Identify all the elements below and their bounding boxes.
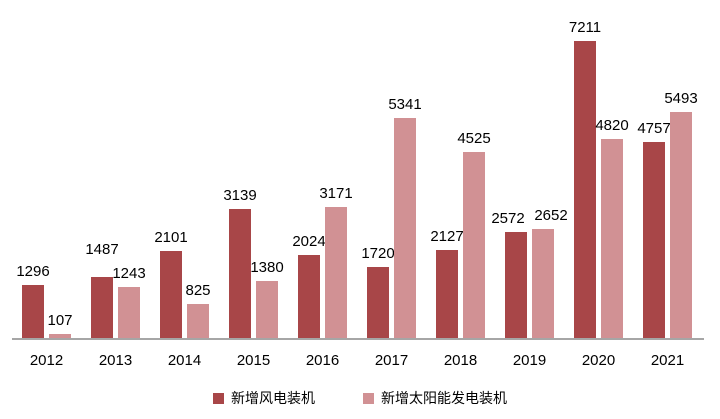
x-axis-label-2020: 2020 <box>581 352 616 369</box>
value-label-wind-2018: 2127 <box>430 228 464 246</box>
bar-wind-2019 <box>505 232 527 338</box>
legend-label-solar: 新增太阳能发电装机 <box>381 390 507 406</box>
value-label-solar-2013: 1243 <box>112 264 146 282</box>
bar-wind-2013 <box>91 276 113 338</box>
x-axis-label-2016: 2016 <box>305 352 340 369</box>
value-label-solar-2019: 2652 <box>534 206 568 224</box>
bar-solar-2021 <box>670 111 692 338</box>
legend-swatch-solar <box>363 392 374 404</box>
x-axis-label-2017: 2017 <box>374 352 409 369</box>
x-axis-label-2018: 2018 <box>443 352 478 369</box>
bar-solar-2013 <box>118 286 140 338</box>
x-axis-label-2021: 2021 <box>650 352 685 369</box>
bar-solar-2016 <box>325 207 347 338</box>
x-axis-label-2014: 2014 <box>167 352 202 369</box>
value-label-solar-2017: 5341 <box>388 96 422 114</box>
legend-item-solar: 新增太阳能发电装机 <box>363 388 507 408</box>
bar-wind-2016 <box>298 254 320 338</box>
bar-solar-2015 <box>256 281 278 338</box>
value-label-wind-2019: 2572 <box>491 210 525 228</box>
bar-wind-2012 <box>22 284 44 338</box>
bar-wind-2015 <box>229 208 251 338</box>
value-label-wind-2020: 7211 <box>568 19 602 36</box>
bar-wind-2014 <box>160 251 182 338</box>
legend-label-wind: 新增风电装机 <box>231 390 315 406</box>
value-label-solar-2012: 107 <box>47 311 73 329</box>
bar-solar-2019 <box>532 228 554 338</box>
bar-wind-2017 <box>367 267 389 338</box>
bar-solar-2012 <box>49 333 71 338</box>
legend-item-wind: 新增风电装机 <box>213 388 315 408</box>
value-label-wind-2015: 3139 <box>223 186 257 204</box>
bar-solar-2014 <box>187 304 209 338</box>
bar-solar-2017 <box>394 118 416 338</box>
value-label-solar-2014: 825 <box>185 282 211 300</box>
legend: 新增风电装机 新增太阳能发电装机 <box>0 388 720 408</box>
value-label-wind-2017: 1720 <box>361 245 395 263</box>
legend-swatch-wind <box>213 392 224 404</box>
value-label-wind-2013: 1487 <box>85 240 119 258</box>
value-label-solar-2016: 3171 <box>319 185 353 203</box>
value-label-solar-2018: 4525 <box>457 129 491 147</box>
value-label-wind-2021: 4757 <box>637 120 671 138</box>
bar-wind-2021 <box>643 142 665 338</box>
value-label-solar-2021: 5493 <box>664 89 698 107</box>
x-axis-label-2012: 2012 <box>29 352 64 369</box>
bar-wind-2018 <box>436 250 458 338</box>
bar-solar-2018 <box>463 151 485 338</box>
value-label-wind-2012: 1296 <box>16 262 50 280</box>
value-label-wind-2016: 2024 <box>292 232 326 250</box>
x-axis-label-2019: 2019 <box>512 352 547 369</box>
x-axis-line <box>12 338 704 340</box>
value-label-wind-2014: 2101 <box>154 229 188 247</box>
value-label-solar-2015: 1380 <box>250 259 284 277</box>
value-label-solar-2020: 4820 <box>595 117 629 135</box>
bar-solar-2020 <box>601 139 623 338</box>
x-axis-label-2015: 2015 <box>236 352 271 369</box>
bar-wind-2020 <box>574 41 596 338</box>
x-axis-label-2013: 2013 <box>98 352 133 369</box>
